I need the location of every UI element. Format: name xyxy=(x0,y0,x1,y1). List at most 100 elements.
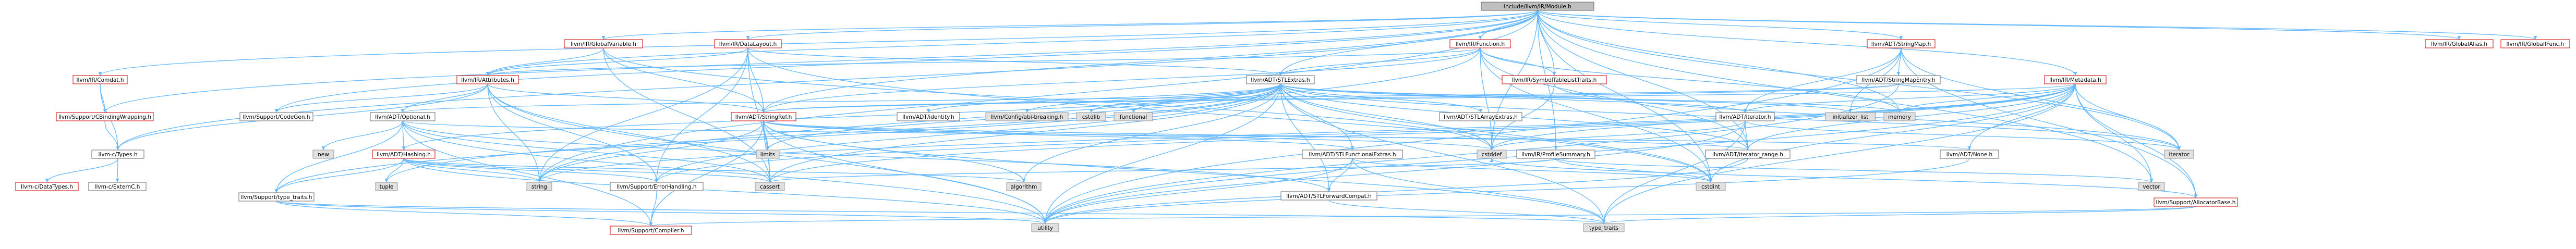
edge-hashing-to-string xyxy=(403,158,540,183)
node-iteratorrange[interactable]: llvm/ADT/iterator_range.h xyxy=(1705,150,1791,159)
edge-stlextras-to-algorithm xyxy=(1023,83,1281,183)
node-vector: vector xyxy=(2138,182,2165,191)
arrowhead-module-to-function xyxy=(1478,36,1482,40)
edge-module-to-ctypes xyxy=(117,10,1538,151)
node-label-utility: utility xyxy=(1037,225,1053,231)
node-stlfunctional[interactable]: llvm/ADT/STLFunctionalExtras.h xyxy=(1302,150,1403,159)
node-box-attributes xyxy=(456,75,519,84)
node-stringmap[interactable]: llvm/ADT/StringMap.h xyxy=(1867,39,1936,48)
node-identity[interactable]: llvm/ADT/identity.h xyxy=(897,112,960,121)
node-stlextras[interactable]: llvm/ADT/STLExtras.h xyxy=(1246,75,1315,84)
edge-stlextras-to-configbreaking xyxy=(1026,83,1281,113)
node-comdat[interactable]: llvm/IR/Comdat.h xyxy=(72,75,128,84)
edge-stlfunctional-to-cstdint xyxy=(1352,158,1711,183)
node-cbinding[interactable]: llvm/Support/CBindingWrapping.h xyxy=(56,112,154,121)
node-box-configbreaking xyxy=(985,112,1069,121)
edge-iteratorh-to-cstddef xyxy=(1491,120,1746,151)
node-box-globalifunc xyxy=(2500,39,2570,48)
node-compiler[interactable]: llvm/Support/Compiler.h xyxy=(610,226,692,235)
node-function[interactable]: llvm/IR/Function.h xyxy=(1449,39,1511,48)
node-optional[interactable]: llvm/ADT/Optional.h xyxy=(370,112,436,121)
node-label-newh: new xyxy=(318,152,329,158)
node-box-cstdlib xyxy=(1076,112,1106,121)
edge-hashing-to-cassert xyxy=(403,158,770,183)
edge-module-to-codegen xyxy=(276,10,1538,113)
node-box-stlarrayextras xyxy=(1439,112,1522,121)
node-box-allocatorbase xyxy=(2154,197,2238,207)
node-none[interactable]: llvm/ADT/None.h xyxy=(1940,150,1999,159)
arrowhead-function-to-attributes xyxy=(486,72,490,76)
node-newh: new xyxy=(312,150,334,159)
node-stringmapentry[interactable]: llvm/ADT/StringMapEntry.h xyxy=(1856,75,1941,84)
node-globalalias[interactable]: llvm/IR/GlobalAlias.h xyxy=(2425,39,2494,48)
edge-stringmap-to-utility xyxy=(1045,47,1902,224)
node-configbreaking: llvm/Config/abi-breaking.h xyxy=(985,112,1069,121)
node-label-stringref: llvm/ADT/StringRef.h xyxy=(735,114,792,120)
node-label-globalalias: llvm/IR/GlobalAlias.h xyxy=(2431,41,2487,47)
node-stlarrayextras[interactable]: llvm/ADT/STLArrayExtras.h xyxy=(1439,112,1522,121)
edge-optional-to-none xyxy=(402,120,1970,151)
edge-profilesummary-to-cstdint xyxy=(1555,158,1711,183)
node-codegen[interactable]: llvm/Support/CodeGen.h xyxy=(239,112,313,121)
edge-module-to-globalvariable xyxy=(603,10,1538,40)
node-cassert: cassert xyxy=(755,182,785,191)
edge-module-to-globalifunc xyxy=(1537,10,2536,40)
node-cexternc[interactable]: llvm-c/ExternC.h xyxy=(88,182,147,191)
node-metadata[interactable]: llvm/IR/Metadata.h xyxy=(2044,75,2107,84)
edge-module-to-stringmap xyxy=(1537,10,1902,40)
node-box-limits xyxy=(756,150,780,159)
edge-module-to-comdat xyxy=(100,10,1538,76)
arrowhead-metadata-to-memory xyxy=(1897,109,1902,113)
node-box-iteratorstd xyxy=(2164,150,2194,159)
node-label-globalifunc: llvm/IR/GlobalIFunc.h xyxy=(2507,41,2565,47)
node-symtablelisttraits[interactable]: llvm/IR/SymbolTableListTraits.h xyxy=(1502,75,1607,84)
edge-stringref-to-iteratorrange xyxy=(763,120,1748,151)
arrowhead-attributes-to-optional xyxy=(401,109,405,113)
node-iteratorh[interactable]: llvm/ADT/iterator.h xyxy=(1715,112,1775,121)
node-label-codegen: llvm/Support/CodeGen.h xyxy=(243,114,310,120)
node-allocatorbase[interactable]: llvm/Support/AllocatorBase.h xyxy=(2154,197,2238,207)
node-box-cstddef xyxy=(1477,150,1507,159)
arrowhead-stlextras-to-stlarrayextras xyxy=(1479,109,1483,113)
node-globalvariable[interactable]: llvm/IR/GlobalVariable.h xyxy=(564,39,643,48)
node-box-ctypes xyxy=(91,150,144,159)
edge-stlextras-to-cstdlib xyxy=(1091,83,1281,113)
edge-module-to-metadata xyxy=(1537,10,2076,76)
node-stlforward[interactable]: llvm/ADT/STLForwardCompat.h xyxy=(1280,191,1377,201)
node-label-iteratorh: llvm/ADT/iterator.h xyxy=(1719,114,1771,120)
node-errorhandling[interactable]: llvm/Support/ErrorHandling.h xyxy=(610,182,704,191)
node-label-profilesummary: llvm/IR/ProfileSummary.h xyxy=(1521,152,1590,158)
node-cdatatypes[interactable]: llvm-c/DataTypes.h xyxy=(15,182,79,191)
arrowhead-function-to-symtablelisttraits xyxy=(1552,72,1556,76)
node-ctypes[interactable]: llvm-c/Types.h xyxy=(91,150,144,159)
arrowhead-module-to-globalalias xyxy=(2457,36,2461,40)
node-datalayout[interactable]: llvm/IR/DataLayout.h xyxy=(714,39,782,48)
node-box-hashing xyxy=(372,150,436,159)
edge-globalvariable-to-stringref xyxy=(603,47,764,113)
node-tuple: tuple xyxy=(375,182,398,191)
edge-stringref-to-typetraitsstd xyxy=(763,120,1604,224)
node-box-identity xyxy=(897,112,960,121)
node-box-cbinding xyxy=(56,112,154,121)
node-box-cdatatypes xyxy=(15,182,79,191)
node-hashing[interactable]: llvm/ADT/Hashing.h xyxy=(372,150,436,159)
node-label-functional: functional xyxy=(1120,114,1147,120)
edge-module-to-vector xyxy=(1537,10,2152,183)
edge-module-to-cbinding xyxy=(104,10,1538,113)
edge-metadata-to-cstddef xyxy=(1491,83,2076,151)
node-typetraits[interactable]: llvm/Support/type_traits.h xyxy=(238,192,315,202)
edge-function-to-attributes xyxy=(487,47,1481,76)
node-box-compiler xyxy=(610,226,692,235)
node-box-functional xyxy=(1114,112,1153,121)
edge-hashing-to-algorithm xyxy=(403,158,1024,183)
node-globalifunc[interactable]: llvm/IR/GlobalIFunc.h xyxy=(2500,39,2570,48)
node-profilesummary[interactable]: llvm/IR/ProfileSummary.h xyxy=(1516,150,1595,159)
node-attributes[interactable]: llvm/IR/Attributes.h xyxy=(456,75,519,84)
arrowhead-allocatorbase-to-cstddef xyxy=(1490,158,1494,162)
edge-stlextras-to-typetraitsstd xyxy=(1280,83,1604,224)
node-stringref[interactable]: llvm/ADT/StringRef.h xyxy=(731,112,796,121)
arrowhead-profilesummary-to-cstdint xyxy=(1709,179,1713,182)
edge-attributes-to-codegen xyxy=(276,83,488,113)
edge-stringmap-to-iteratorh xyxy=(1745,47,1902,113)
edge-stringmapentry-to-utility xyxy=(1045,83,1899,224)
